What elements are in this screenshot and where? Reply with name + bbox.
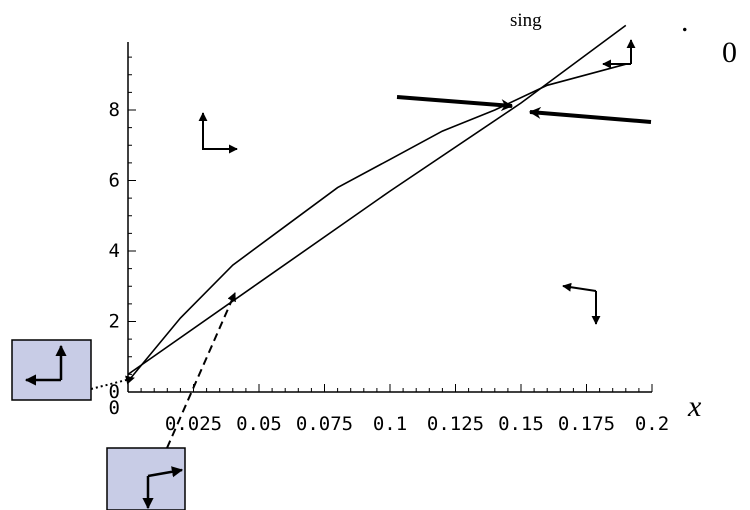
dashed-connector [166,292,236,449]
x-tick-label: 0.1 [373,413,407,435]
axis-ticks [128,56,653,393]
direction-left-up-icon [602,39,636,69]
arrow-right-to-intersection [528,106,652,124]
x-tick-label: 0.05 [236,413,282,435]
origin-label: 0 [109,397,120,419]
x-tick-label: 0.15 [498,413,544,435]
arrow-left-to-intersection [396,95,514,112]
curve-2 [127,24,627,376]
annotation-sing: sing [510,10,542,31]
curves [127,24,627,382]
y-tick-label: 4 [109,240,120,262]
direction-up-right-icon [198,112,238,154]
inset-box-left [11,339,92,401]
y-tick-label: 2 [109,311,120,333]
x-tick-label: 0.2 [635,413,669,435]
annotation-dot: . [681,5,689,38]
y-tick-label: 8 [109,99,120,121]
x-tick-label: 0.125 [427,413,484,435]
x-axis-label: x [687,390,702,423]
inset-box-bottom [106,447,186,510]
annotation-zero: 0 [722,36,737,69]
x-tick-label: 0.175 [558,413,615,435]
curve-1 [127,63,627,382]
dotted-connector [90,375,135,390]
y-tick-label: 6 [109,170,120,192]
y-tick-label: 0 [109,381,120,403]
x-tick-label: 0.075 [296,413,353,435]
direction-left-down-icon [562,282,601,325]
